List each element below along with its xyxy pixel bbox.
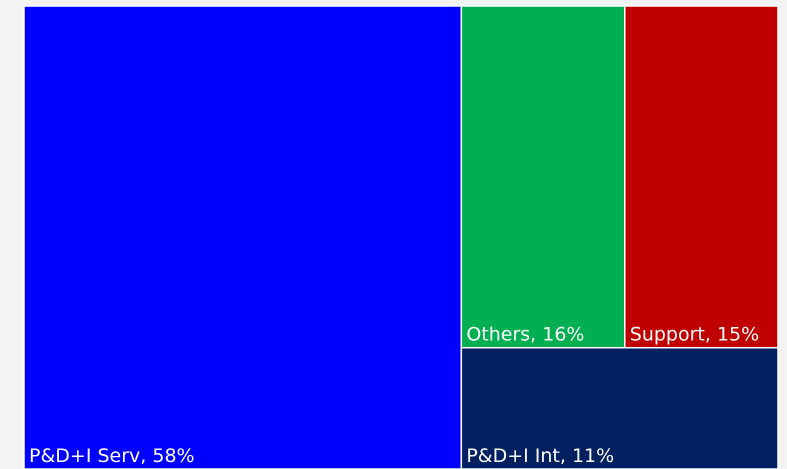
tile-label: P&D+I Int, 11%: [466, 445, 614, 467]
tile-label: P&D+I Serv, 58%: [29, 445, 195, 467]
tile-label: Others, 16%: [466, 324, 584, 346]
tile: [460, 346, 779, 469]
tile: [624, 5, 779, 349]
tile: [460, 5, 626, 349]
tile-label: Support, 15%: [630, 324, 759, 346]
tile: [23, 5, 463, 469]
